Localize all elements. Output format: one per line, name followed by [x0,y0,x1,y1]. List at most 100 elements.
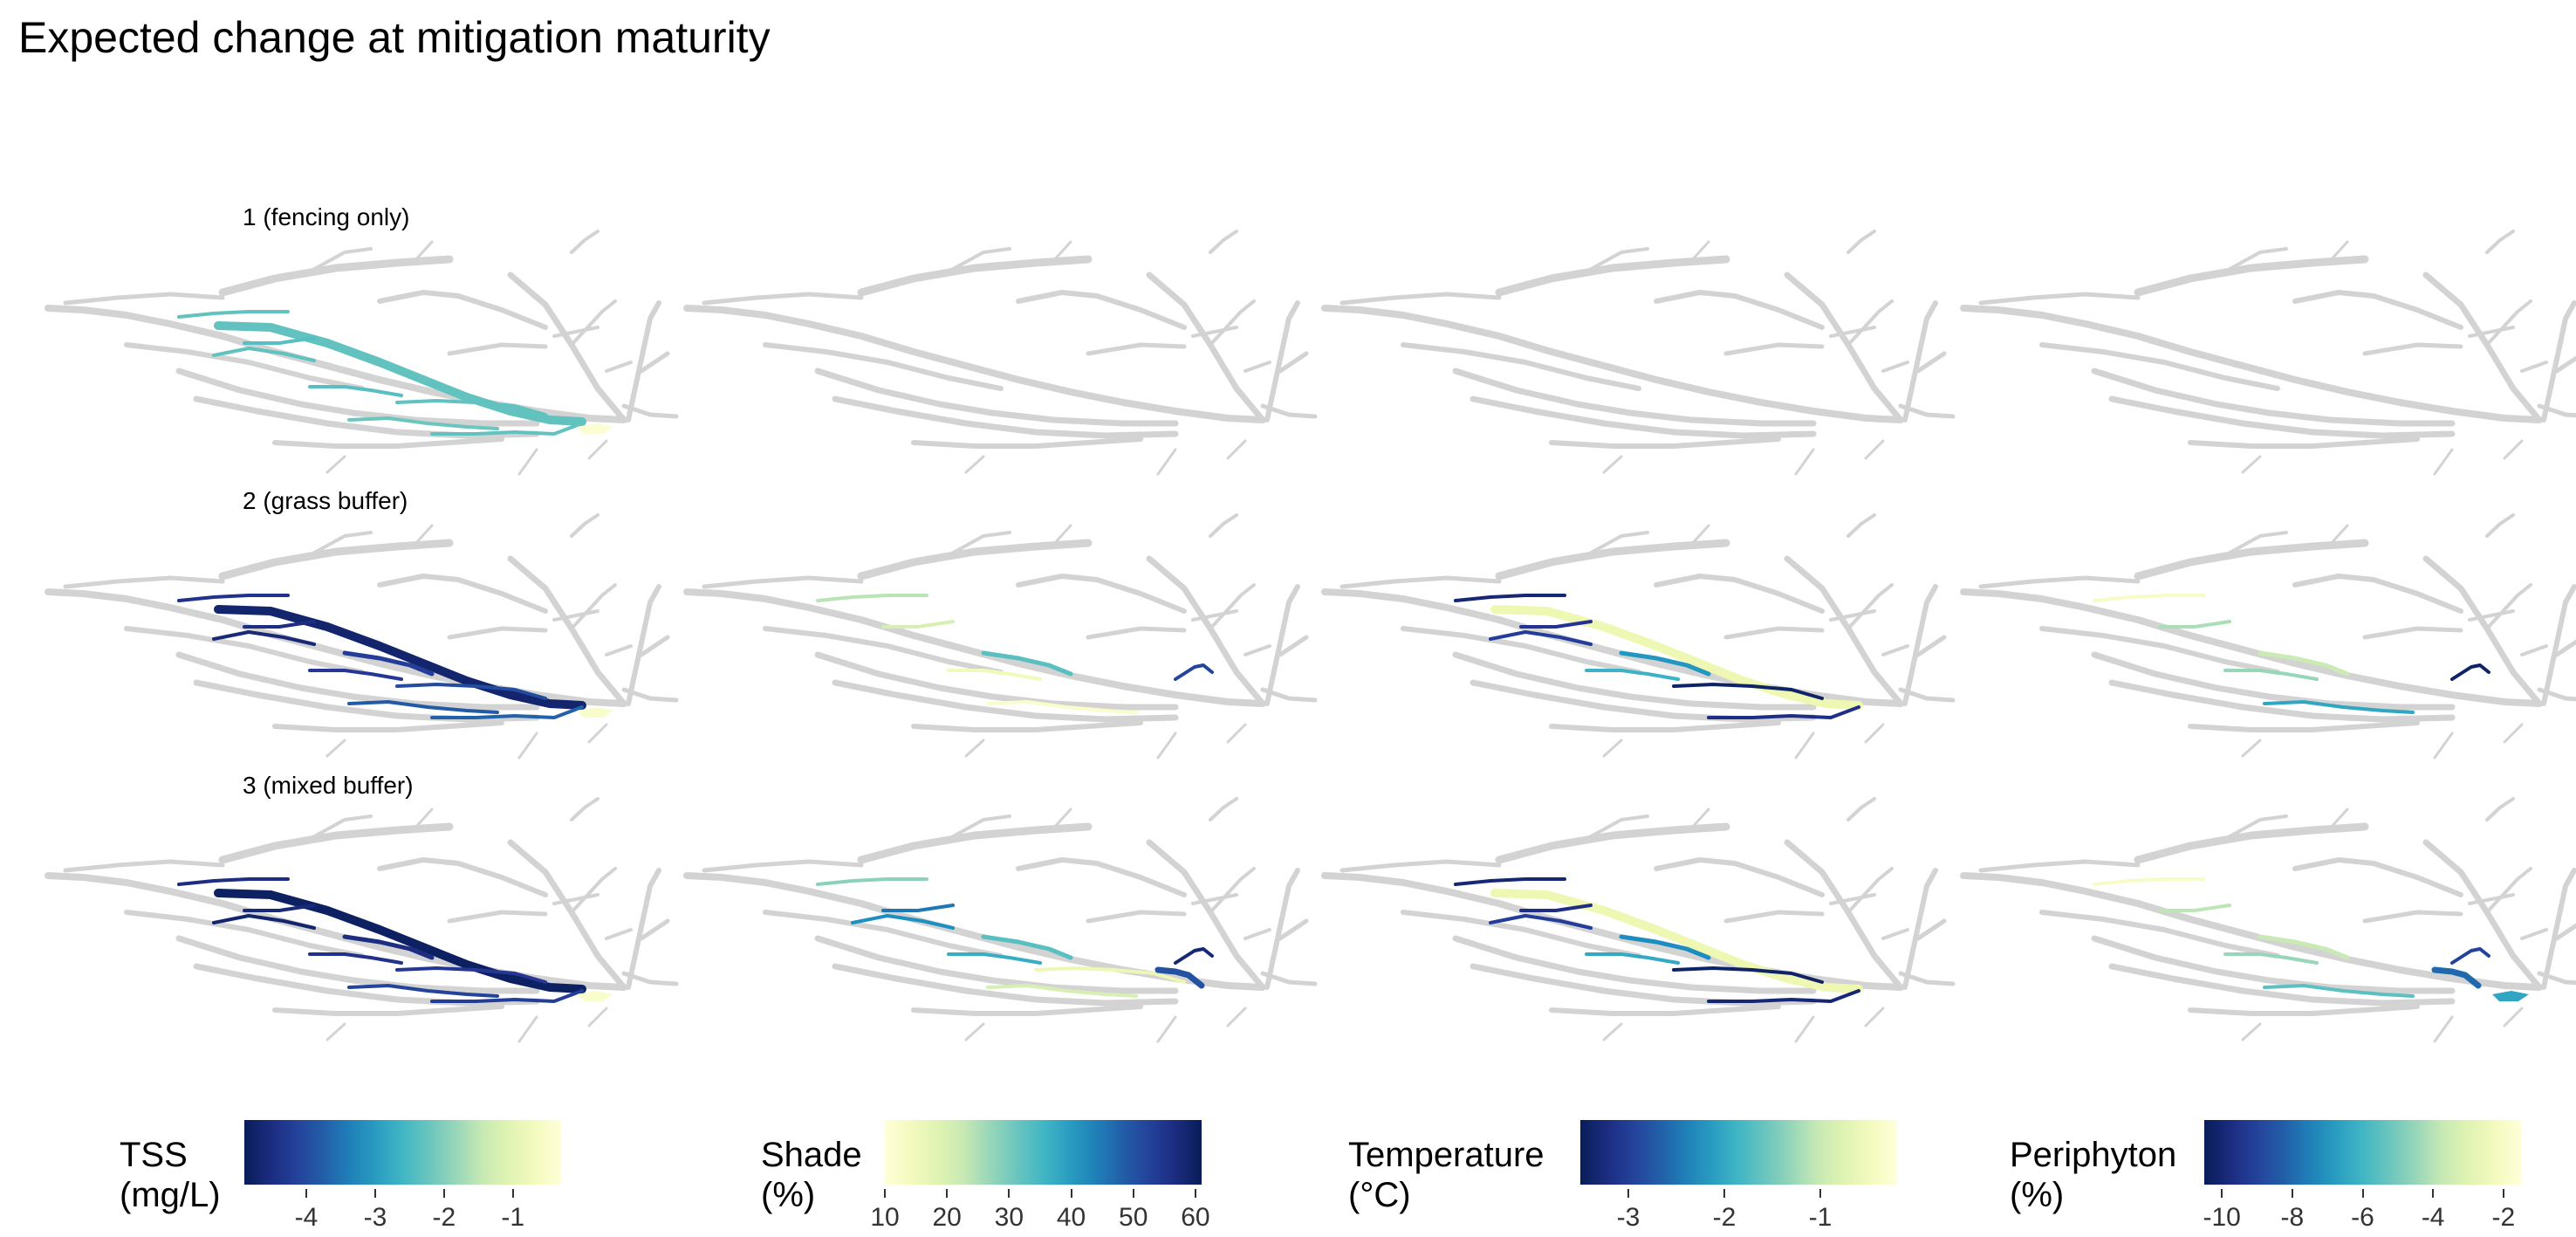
highlighted-reach-w6 [2263,984,2415,998]
stream-network-reach [2433,732,2454,759]
highlighted-reach-w4 [1585,952,1680,965]
stream-network-reach [1086,342,1187,356]
stream-network-reach [947,814,1011,841]
legend-tick-label: -3 [1616,1203,1641,1232]
highlighted-reach-w6 [986,700,1138,714]
stream-network-reach [1846,299,1894,347]
stream-network-reach [1978,859,2141,873]
highlighted-reach-w2 [881,904,955,912]
stream-network-reach [947,531,1011,557]
stream-network-reach [1864,439,1885,460]
stream-network-reach [447,342,548,356]
stream-network-reach [2039,626,2280,675]
stream-network-reach [1978,575,2141,589]
stream-network-reach [639,351,670,374]
legend-tick [1070,1189,1072,1198]
stream-network-reach [814,935,1179,994]
stream-network-reach [1260,403,1318,419]
stream-network-reach [2108,679,2456,723]
stream-network-reach [605,361,633,373]
stream-network-reach [1209,299,1256,347]
highlighted-reach-w3 [851,914,955,930]
stream-network-reach [605,928,633,940]
legend-tick-label: -1 [1808,1203,1833,1232]
highlighted-reach-w2 [881,620,955,629]
stream-network-reach [1226,1007,1247,1027]
stream-network-reach [2485,299,2532,347]
stream-network-reach [1585,531,1649,557]
stream-network-reach [1549,436,1781,449]
highlighted-reach-c2 [2431,966,2482,989]
highlighted-reach-w2 [2158,904,2231,912]
stream-network-reach [63,575,225,589]
map-panel-r2-c1 [45,513,679,759]
stream-network-reach [2091,935,2456,994]
stream-network-reach [1156,732,1177,759]
stream-network-reach [683,305,1266,423]
stream-network-reach [587,1007,608,1027]
stream-network-reach [2223,531,2288,557]
highlighted-reach-w3 [212,347,316,362]
stream-network-reach [626,300,661,423]
legend-title-shade: Shade (%) [761,1136,862,1214]
highlighted-reach-w5 [1619,650,1711,677]
stream-network-reach [1881,644,1909,656]
stream-network-reach [763,626,1004,675]
stream-network-reach [587,439,608,460]
stream-network-reach [1321,305,1904,423]
highlighted-reach-c2 [1154,966,1205,989]
stream-network-reach [552,326,599,338]
stream-network-reach [552,893,599,905]
legend-tick-label: -2 [432,1203,456,1232]
stream-network-reach [325,455,346,474]
highlighted-reach-c1 [2450,947,2490,965]
stream-network-reach [2503,723,2524,744]
stream-network-reach [570,299,617,347]
highlighted-reach-w2 [243,620,316,629]
stream-network-reach [1226,439,1247,460]
stream-network-reach [175,651,540,711]
highlighted-reach-w2 [1519,904,1593,912]
map-panel-r3-c3 [1321,797,1956,1043]
legend-colorbar-tss [244,1120,561,1185]
stream-network-reach [857,255,1093,297]
stream-network-reach [1339,575,1502,589]
stream-network-reach [2292,574,2463,614]
stream-network-reach [175,935,540,994]
stream-network-reach [1339,859,1502,873]
row-label-grass-buffer: 2 (grass buffer) [243,487,408,514]
legend-tick-label: -3 [363,1203,387,1232]
stream-network-reach [1339,292,1502,306]
highlighted-reach-w8 [430,989,584,1003]
highlighted-reach-w7 [395,683,547,700]
stream-network-reach [2134,539,2369,581]
stream-network-reach [1902,300,1938,423]
stream-network-reach [1156,1015,1177,1043]
map-panel-r1-c4 [1960,230,2576,476]
highlighted-reach-w4 [2223,952,2319,965]
stream-network-reach [2541,868,2576,990]
stream-network-reach [2292,857,2463,897]
highlighted-reach-w2 [1519,620,1593,629]
stream-network-reach [308,531,373,557]
stream-network-reach [2241,455,2262,474]
stream-network-reach [763,342,1004,391]
stream-network-reach [2328,807,2349,830]
stream-network-reach [1960,305,2543,423]
legend-tick [373,1189,376,1198]
stream-network-reach [377,857,548,897]
stream-network-reach [814,651,1179,711]
highlighted-reach-w8 [1707,989,1860,1003]
stream-network-reach [1452,368,1817,427]
highlighted-reach-w5 [1619,934,1711,960]
stream-network-reach [2433,1015,2454,1043]
stream-network-reach [413,524,434,546]
stream-network-reach [413,240,434,263]
stream-network-reach [702,575,864,589]
stream-network-reach [1915,351,1947,374]
highlighted-reach-w6 [986,984,1138,998]
stream-network-reach [570,513,599,538]
legend-tick [2221,1189,2223,1198]
highlighted-reach-w5 [342,650,435,677]
